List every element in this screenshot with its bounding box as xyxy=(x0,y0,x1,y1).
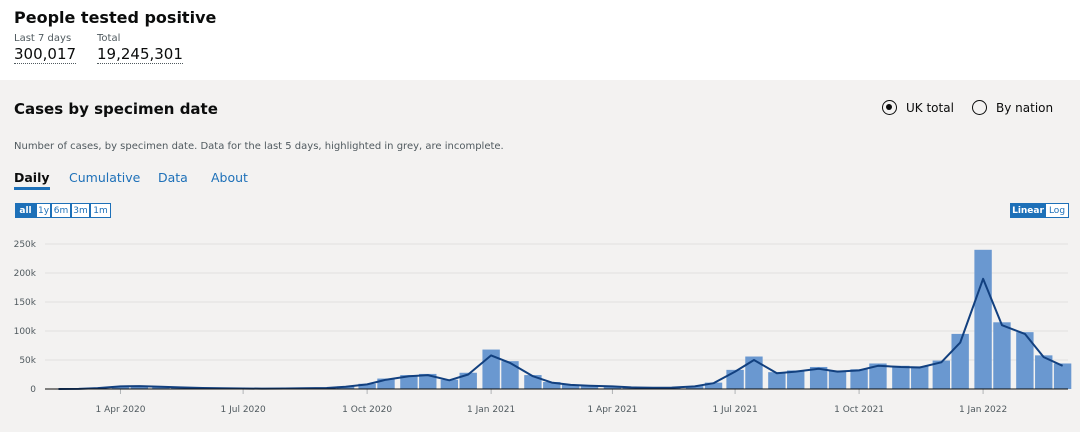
bar xyxy=(603,386,622,389)
bar xyxy=(580,385,599,389)
bar xyxy=(704,382,723,389)
metric-label: Last 7 days xyxy=(14,33,72,44)
x-tick-label: 1 Jul 2020 xyxy=(221,405,266,415)
scale-button[interactable]: Linear xyxy=(1010,203,1046,218)
bar xyxy=(745,356,763,389)
bar xyxy=(974,249,992,389)
y-tick-label: 250k xyxy=(14,240,37,250)
bar xyxy=(932,360,950,389)
radio-dot xyxy=(886,104,892,110)
header-title: People tested positive xyxy=(14,8,217,27)
tab[interactable]: Data xyxy=(158,170,188,185)
bar xyxy=(561,384,580,389)
average-line xyxy=(58,277,1064,390)
metric-value: 19,245,301 xyxy=(97,45,183,64)
y-tick-label: 100k xyxy=(14,327,37,337)
x-tick-label: 1 Jan 2022 xyxy=(959,405,1007,415)
description: Number of cases, by specimen date. Data … xyxy=(14,141,504,152)
x-tick-label: 1 Jan 2021 xyxy=(467,405,515,415)
x-tick-label: 1 Jul 2021 xyxy=(712,405,757,415)
bar xyxy=(377,378,395,389)
radio[interactable] xyxy=(972,100,987,115)
tab[interactable]: Cumulative xyxy=(69,170,141,185)
y-tick-label: 150k xyxy=(14,298,37,308)
y-tick-label: 50k xyxy=(19,356,36,366)
y-tick-label: 200k xyxy=(14,269,37,279)
bar xyxy=(543,382,561,389)
x-tick-label: 1 Apr 2021 xyxy=(587,405,637,415)
metric-label: Total xyxy=(97,33,121,44)
bar xyxy=(1053,363,1072,389)
bar xyxy=(440,379,459,389)
bar xyxy=(1035,355,1053,389)
bar xyxy=(1016,332,1034,389)
bar xyxy=(911,366,929,389)
bar xyxy=(501,361,519,389)
card-title: Cases by specimen date xyxy=(14,100,218,118)
bar xyxy=(850,369,868,389)
range-button[interactable]: all xyxy=(15,203,36,218)
bar xyxy=(419,373,437,389)
metric-value: 300,017 xyxy=(14,45,77,64)
radio-label[interactable]: By nation xyxy=(996,101,1054,115)
tab[interactable]: About xyxy=(211,170,248,185)
radio-label[interactable]: UK total xyxy=(906,101,954,115)
bar xyxy=(809,366,828,389)
bar xyxy=(152,386,170,389)
bar xyxy=(358,383,376,389)
bar xyxy=(993,322,1011,389)
bar xyxy=(828,370,847,389)
x-tick-label: 1 Oct 2021 xyxy=(834,405,884,415)
bar xyxy=(768,372,786,389)
chart: 0 50k 100k 150k 200k 250k 1 Apr 2020 1 Jul 2020… xyxy=(14,240,1072,415)
range-button[interactable]: 6m xyxy=(51,203,71,218)
range-button[interactable]: 3m xyxy=(71,203,90,218)
bar xyxy=(892,365,910,389)
range-button[interactable]: 1y xyxy=(36,203,51,218)
bar xyxy=(869,363,887,389)
range-button[interactable]: 1m xyxy=(90,203,111,218)
radio[interactable] xyxy=(882,100,897,115)
bar xyxy=(787,370,805,389)
bar xyxy=(130,385,149,389)
x-tick-label: 1 Apr 2020 xyxy=(96,405,146,415)
scale-button[interactable]: Log xyxy=(1045,203,1069,218)
x-tick-label: 1 Oct 2020 xyxy=(342,405,392,415)
tab[interactable]: Daily xyxy=(14,170,50,190)
bar xyxy=(400,375,418,389)
bar xyxy=(111,386,130,389)
bar xyxy=(685,386,704,389)
y-tick-label: 0 xyxy=(30,385,36,395)
